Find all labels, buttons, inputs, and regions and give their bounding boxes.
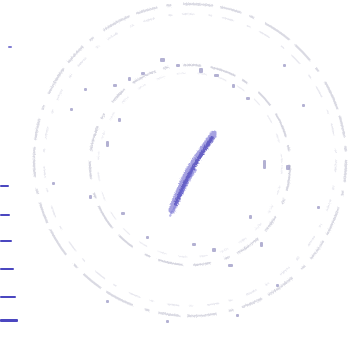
- stamp-outer-ring: [32, 2, 348, 318]
- stamp-inner-ring: [89, 64, 291, 266]
- ink-dash-marks-icon: [0, 46, 18, 322]
- stamp-ring-lettering: [52, 58, 320, 323]
- handwritten-signature-icon: [168, 130, 218, 217]
